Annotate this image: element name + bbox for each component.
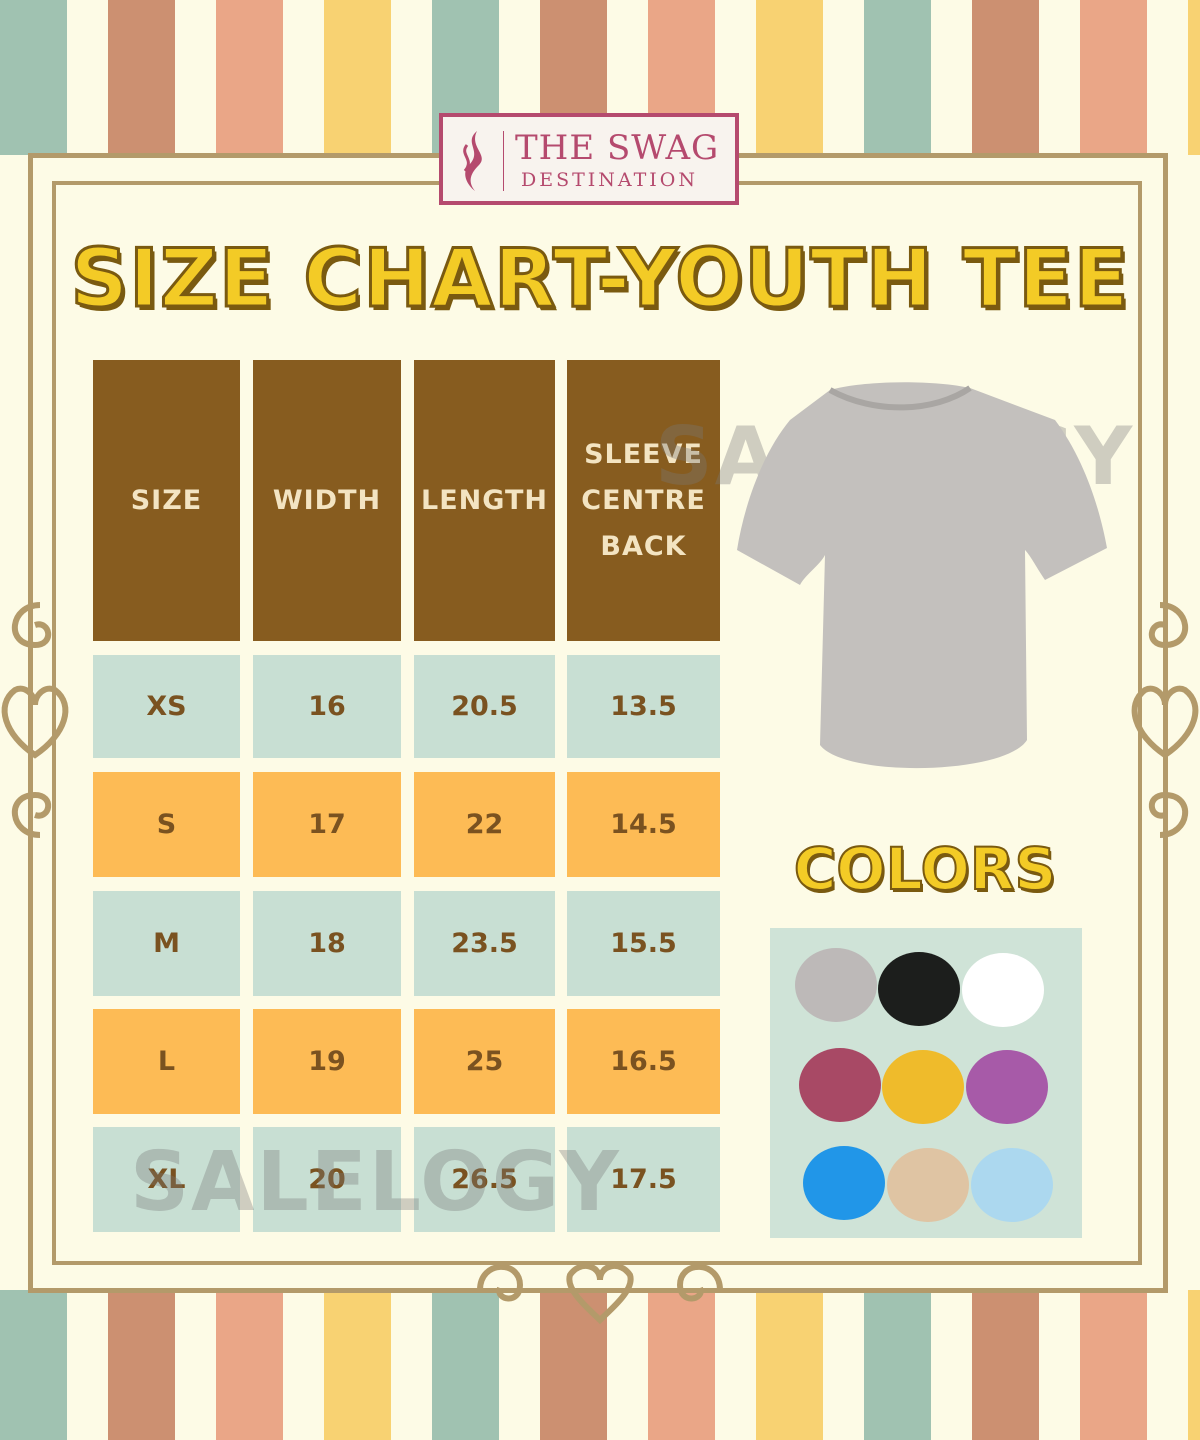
color-swatch[interactable] — [795, 948, 877, 1022]
stripe — [648, 1290, 715, 1440]
table-cell: 26.5 — [414, 1127, 555, 1232]
colors-title: COLORS — [793, 834, 1058, 904]
color-swatch[interactable] — [971, 1148, 1053, 1222]
table-cell: 17.5 — [567, 1127, 720, 1232]
table-cell: 25 — [414, 1009, 555, 1114]
color-swatch[interactable] — [803, 1146, 885, 1220]
left-ornament-icon — [1, 602, 69, 838]
brand-name: THE SWAG — [515, 128, 720, 168]
page-title: SIZE CHART-YOUTH TEE — [69, 231, 1130, 327]
stripe — [0, 1290, 67, 1440]
stripe — [324, 0, 391, 155]
stripe — [864, 0, 931, 155]
table-cell: 20.5 — [414, 655, 555, 758]
stripe — [432, 1290, 499, 1440]
stripe — [324, 1290, 391, 1440]
stripe — [972, 1290, 1039, 1440]
column-header: SIZE — [93, 360, 240, 641]
stripe — [0, 0, 67, 155]
color-swatch[interactable] — [966, 1050, 1048, 1124]
column-header: LENGTH — [414, 360, 555, 641]
table-cell: 16.5 — [567, 1009, 720, 1114]
table-cell: 18 — [253, 891, 401, 996]
table-cell: L — [93, 1009, 240, 1114]
stripe — [1188, 1290, 1200, 1440]
table-cell: XL — [93, 1127, 240, 1232]
stripe — [756, 0, 823, 155]
color-swatch[interactable] — [878, 952, 960, 1026]
stripe — [1080, 1290, 1147, 1440]
flame-logo-icon — [463, 131, 482, 191]
table-cell: M — [93, 891, 240, 996]
stripe — [756, 1290, 823, 1440]
brand-logo: THE SWAG DESTINATION — [439, 113, 739, 205]
brand-subtitle: DESTINATION — [521, 169, 698, 191]
table-cell: 23.5 — [414, 891, 555, 996]
stripe — [108, 0, 175, 155]
bottom-stripes — [0, 1290, 1200, 1440]
table-cell: 22 — [414, 772, 555, 877]
table-cell: 15.5 — [567, 891, 720, 996]
stripe — [1080, 0, 1147, 155]
table-cell: 13.5 — [567, 655, 720, 758]
stripe — [216, 1290, 283, 1440]
table-cell: 20 — [253, 1127, 401, 1232]
stripe — [1188, 0, 1200, 155]
stripe — [216, 0, 283, 155]
table-cell: 14.5 — [567, 772, 720, 877]
table-cell: 19 — [253, 1009, 401, 1114]
color-swatch[interactable] — [799, 1048, 881, 1122]
tshirt-image — [737, 382, 1107, 769]
table-cell: 17 — [253, 772, 401, 877]
stripe — [972, 0, 1039, 155]
column-header: SLEEVE CENTRE BACK — [567, 360, 720, 641]
table-cell: S — [93, 772, 240, 877]
table-cell: XS — [93, 655, 240, 758]
logo-divider — [503, 131, 504, 191]
bottom-ornament-icon — [477, 1263, 723, 1325]
column-header: WIDTH — [253, 360, 401, 641]
color-swatch[interactable] — [962, 953, 1044, 1027]
table-cell: 16 — [253, 655, 401, 758]
watermark: SALELOGY — [130, 1135, 621, 1230]
color-swatch[interactable] — [887, 1148, 969, 1222]
color-swatch[interactable] — [882, 1050, 964, 1124]
stripe — [864, 1290, 931, 1440]
right-ornament-icon — [1131, 602, 1199, 838]
stripe — [108, 1290, 175, 1440]
